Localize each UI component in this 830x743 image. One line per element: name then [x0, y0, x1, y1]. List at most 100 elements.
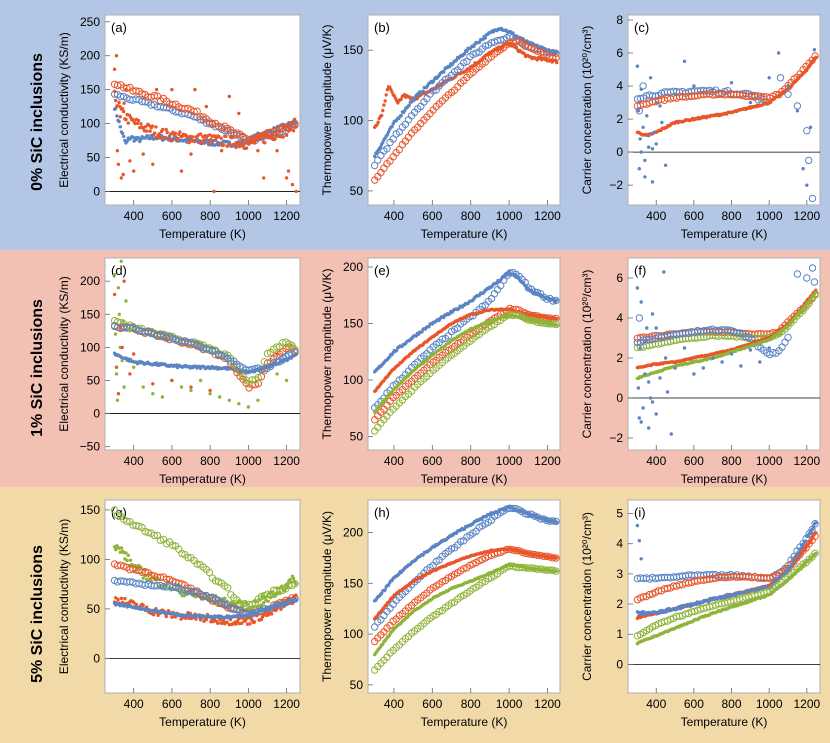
point-h-3-59	[552, 554, 560, 562]
point-b-0-3	[376, 120, 380, 124]
point-f-5-12	[658, 376, 662, 380]
point-g-1-148	[282, 588, 286, 592]
point-g-1-133	[265, 594, 269, 599]
point-c-0-1	[636, 94, 645, 103]
x-tick-label-i-3: 1000	[756, 697, 783, 711]
point-g-3-40	[233, 606, 241, 614]
y-tick-label-b-0: 50	[350, 184, 364, 198]
point-e-0-19	[394, 348, 399, 353]
point-h-1-59	[552, 517, 560, 526]
point-g-4-9	[123, 596, 127, 601]
point-c-3-11	[652, 130, 657, 134]
point-a-3-39	[157, 132, 161, 136]
y-tick-label-d-0: −50	[80, 440, 101, 454]
point-i-1-44	[766, 574, 774, 582]
point-a-2-26	[190, 108, 198, 116]
point-b-1-12	[386, 130, 391, 134]
series-b-3	[371, 37, 560, 184]
plot-area-a	[104, 14, 301, 206]
point-i-3-145	[799, 546, 803, 550]
point-a-2-32	[208, 119, 217, 128]
point-a-4-15	[179, 169, 184, 173]
point-b-0-10	[384, 93, 388, 97]
point-c-3-34	[660, 120, 664, 125]
point-a-3-57	[178, 130, 182, 134]
y-tick-label-a-1: 50	[87, 151, 101, 165]
point-b-1-5	[378, 145, 383, 149]
point-d-4-13	[132, 365, 136, 369]
point-a-3-131	[263, 141, 267, 145]
point-f-6-1	[793, 270, 802, 278]
point-a-3-74	[197, 139, 202, 143]
point-f-5-5	[641, 406, 645, 410]
series-h-5	[371, 562, 560, 674]
panel-label-f: (f)	[634, 263, 646, 278]
point-b-1-96	[483, 36, 487, 40]
point-g-4-145	[279, 607, 283, 611]
point-g-4-90	[216, 621, 220, 625]
point-d-5-2	[116, 392, 121, 396]
series-h-1	[371, 504, 560, 631]
point-a-4-19	[212, 189, 216, 194]
point-f-5-8	[647, 426, 651, 430]
point-g-0-19	[169, 541, 177, 549]
point-d-3-35	[217, 351, 226, 360]
point-g-1-137	[270, 590, 274, 594]
point-a-3-35	[153, 131, 157, 135]
point-g-1-130	[262, 601, 266, 605]
point-g-1-151	[286, 582, 290, 587]
point-g-0-31	[205, 568, 214, 577]
y-tick-label-g-3: 150	[80, 503, 100, 517]
point-h-3-37	[484, 552, 493, 560]
point-a-3-75	[198, 132, 203, 136]
point-c-3-2	[637, 167, 641, 171]
point-a-3-36	[154, 125, 158, 129]
point-a-3-53	[173, 131, 178, 135]
point-g-4-6	[119, 596, 124, 601]
point-b-2-33	[472, 49, 480, 57]
x-tick-label-a-0: 400	[124, 209, 144, 223]
x-tick-label-c-2: 800	[722, 209, 742, 223]
y-tick-label-b-1: 100	[343, 114, 363, 128]
point-h-0-6	[379, 591, 384, 596]
point-c-4-3	[784, 90, 792, 99]
point-c-3-19	[729, 81, 734, 85]
point-c-3-29	[639, 150, 643, 154]
point-f-5-7	[645, 326, 649, 330]
point-a-2-13	[150, 92, 159, 100]
point-d-4-23	[227, 398, 231, 402]
point-b-1-60	[442, 70, 446, 74]
y-axis-label-b: Thermopower magnitude (μV/K)	[320, 25, 334, 196]
point-g-1-121	[251, 605, 256, 609]
point-d-4-25	[246, 405, 251, 409]
point-a-3-4	[117, 100, 121, 105]
x-tick-label-g-4: 1200	[273, 697, 300, 711]
series-f-2	[633, 325, 792, 359]
y-axis-label-d: Electrical conductivity (KS/m)	[57, 276, 71, 431]
point-g-4-25	[141, 603, 145, 607]
point-c-2-158	[814, 55, 818, 59]
point-g-1-114	[243, 600, 247, 604]
plot-area-c	[627, 14, 821, 206]
point-a-3-123	[253, 138, 258, 142]
panels: 400 600 800 1000 1200050100150200250Temperat…	[57, 13, 821, 729]
point-d-3-26	[190, 340, 198, 348]
point-f-5-16	[682, 346, 687, 350]
y-tick-label-b-2: 150	[343, 43, 363, 57]
point-a-3-108	[236, 140, 241, 144]
y-tick-label-a-4: 200	[80, 49, 100, 63]
point-f-5-28	[647, 380, 651, 384]
point-b-1-78	[462, 52, 467, 56]
x-tick-label-h-4: 1200	[534, 697, 561, 711]
point-g-0-13	[150, 531, 159, 540]
point-a-4-4	[112, 67, 117, 72]
point-a-4-29	[290, 182, 295, 187]
point-f-5-15	[673, 366, 677, 370]
series-i-3	[635, 521, 818, 617]
y-axis-label-i: Carrier concentration (10²⁰/cm³)	[580, 512, 594, 681]
x-tick-label-a-2: 800	[200, 209, 220, 223]
point-b-0-9	[383, 99, 387, 103]
point-a-3-137	[270, 134, 274, 138]
point-a-4-23	[246, 142, 251, 146]
point-d-4-10	[122, 385, 126, 389]
